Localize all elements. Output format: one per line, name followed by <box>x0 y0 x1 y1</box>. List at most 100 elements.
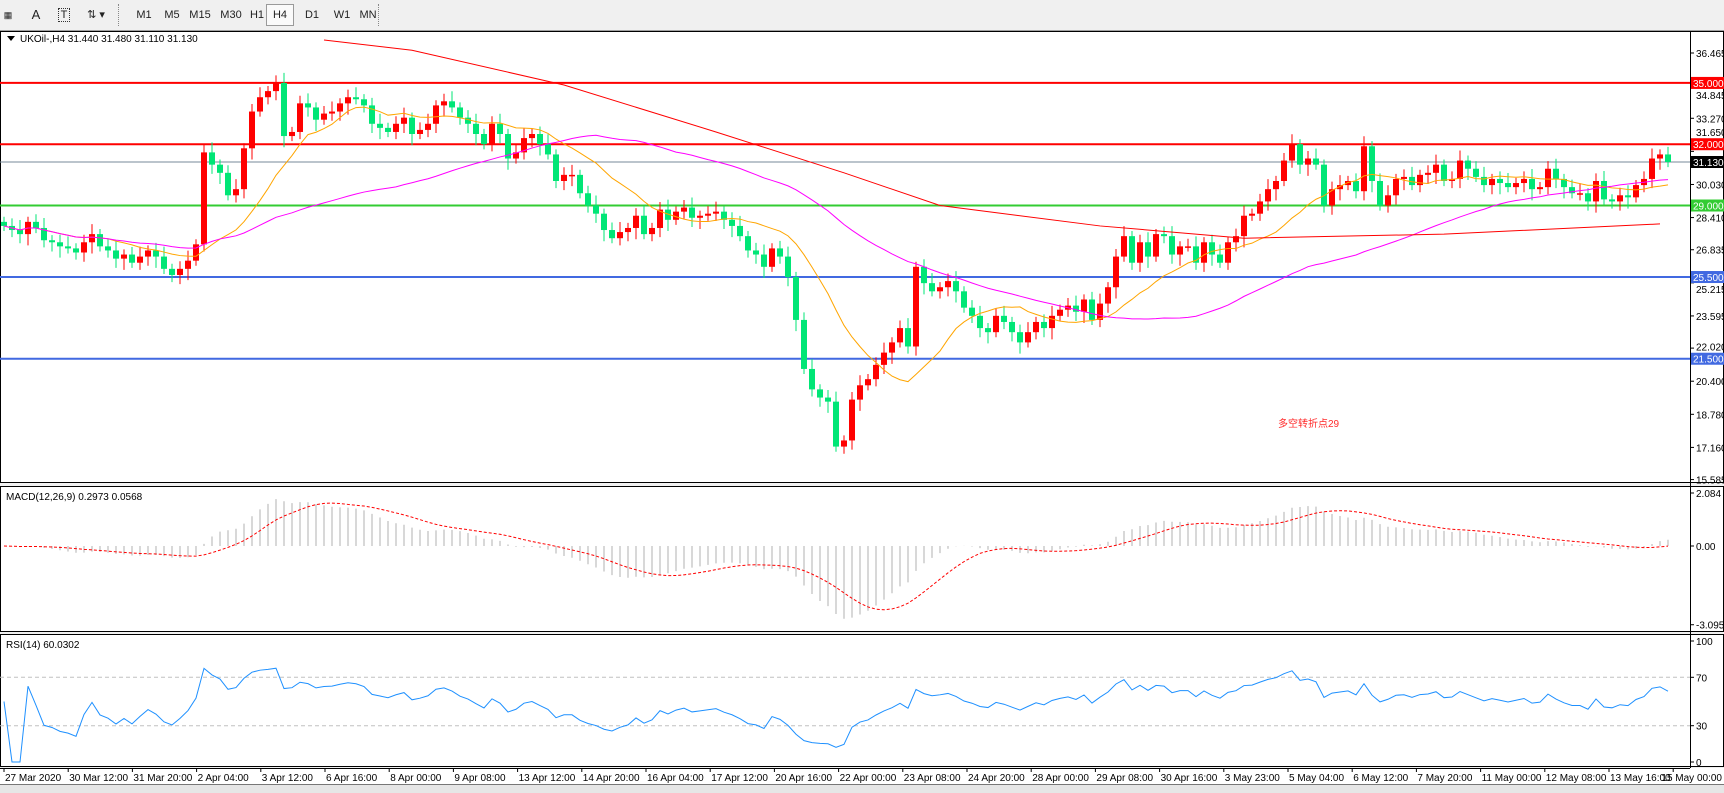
timeframe-m15-button[interactable]: M15 <box>189 9 211 21</box>
candle <box>41 217 47 248</box>
candle-body <box>369 105 375 124</box>
candle <box>961 286 967 313</box>
candle-body <box>625 227 631 233</box>
candle-body <box>857 385 863 400</box>
candle <box>1585 188 1591 211</box>
timeframe-d1-button[interactable]: D1 <box>304 9 320 21</box>
candle <box>1161 226 1167 244</box>
candle <box>553 149 559 189</box>
candle <box>1041 314 1047 338</box>
candle <box>545 134 551 160</box>
candle-body <box>1337 185 1343 190</box>
candle <box>569 164 575 187</box>
timeframe-mn-button[interactable]: MN <box>359 9 377 21</box>
candle <box>457 102 463 125</box>
candle-body <box>1553 168 1559 179</box>
candle <box>1177 241 1183 266</box>
candle-body <box>449 101 455 108</box>
candle-body <box>457 107 463 118</box>
candle-body <box>545 144 551 155</box>
candle-body <box>721 211 727 220</box>
level-price-tag <box>1691 352 1724 365</box>
timeframe-w1-button[interactable]: W1 <box>333 9 351 21</box>
price-axis-label: 18.780 <box>1696 410 1724 421</box>
candle <box>297 95 303 140</box>
time-axis-label: 6 May 12:00 <box>1353 773 1408 784</box>
candle-body <box>281 82 287 137</box>
candle-body <box>1369 146 1375 181</box>
candle <box>369 97 375 133</box>
candle <box>121 249 127 270</box>
candle-body <box>985 328 991 333</box>
candle <box>377 113 383 140</box>
price-axis-label: 25.215 <box>1696 285 1724 296</box>
candle <box>489 116 495 152</box>
candle-body <box>33 221 39 228</box>
candle <box>1497 171 1503 195</box>
timeframe-m1-button[interactable]: M1 <box>136 9 152 21</box>
candle-body <box>481 134 487 145</box>
candle-body <box>929 283 935 292</box>
candle <box>1337 175 1343 201</box>
candle-body <box>697 215 703 218</box>
candle <box>537 126 543 156</box>
candle-body <box>569 174 575 177</box>
candle-body <box>425 123 431 130</box>
candle-body <box>1289 144 1295 161</box>
price-axis-label: 22.020 <box>1696 343 1724 354</box>
candle <box>1057 304 1063 321</box>
text-a-icon[interactable]: A <box>31 7 41 22</box>
candle <box>465 110 471 133</box>
candle-body <box>297 103 303 132</box>
candle <box>1545 161 1551 195</box>
chart-header: UKOil-,H4 31.440 31.480 31.110 31.130 <box>20 34 198 45</box>
candle-body <box>1649 158 1655 179</box>
text-label-icon[interactable]: T <box>54 5 74 25</box>
candle-body <box>161 256 167 269</box>
candle-body <box>1529 178 1535 190</box>
candle <box>361 94 367 113</box>
chart-window[interactable]: 36.465 34.845 33.270 31.650 30.030 28.410 26.8… <box>0 31 1724 784</box>
level-price-tag <box>1691 76 1724 89</box>
candle-body <box>489 123 495 145</box>
timeframe-m30-button[interactable]: M30 <box>220 9 242 21</box>
timeframe-h1-button[interactable]: H1 <box>249 9 265 21</box>
time-axis-label: 7 May 20:00 <box>1417 773 1472 784</box>
candle-body <box>729 219 735 226</box>
arrows-icon[interactable]: ⇅ ▾ <box>87 9 105 21</box>
candle <box>209 142 215 174</box>
candle-body <box>225 172 231 196</box>
candle-body <box>417 129 423 135</box>
candle <box>1265 179 1271 211</box>
candle-body <box>713 211 719 214</box>
time-axis-label: 16 Apr 04:00 <box>647 773 704 784</box>
candle <box>889 337 895 364</box>
candle <box>1513 177 1519 195</box>
candle-body <box>897 328 903 343</box>
time-axis-label: 11 May 00:00 <box>1482 773 1542 784</box>
candle-body <box>201 152 207 245</box>
candle <box>1209 234 1215 266</box>
grid-icon[interactable]: ▦ <box>3 10 13 20</box>
time-axis <box>0 768 1724 784</box>
candle <box>177 261 183 285</box>
candle <box>1153 229 1159 262</box>
candle-body <box>1569 187 1575 194</box>
candle-body <box>465 117 471 124</box>
candle-body <box>561 174 567 181</box>
timeframe-m5-button[interactable]: M5 <box>164 9 180 21</box>
timeframe-h4-button[interactable]: H4 <box>266 4 294 26</box>
macd-signal-line <box>3 502 1669 611</box>
candle-body <box>433 105 439 124</box>
candle-body <box>649 227 655 235</box>
candle-body <box>1473 168 1479 177</box>
candle <box>513 144 519 164</box>
candle <box>713 201 719 221</box>
time-axis-label: 28 Apr 00:00 <box>1032 773 1089 784</box>
candle <box>1521 171 1527 193</box>
candle-body <box>441 101 447 106</box>
chart-tab-bar <box>0 784 1724 793</box>
time-axis-label: 14 Apr 20:00 <box>583 773 640 784</box>
rsi-label: RSI(14) 60.0302 <box>6 640 80 651</box>
candle-body <box>1209 242 1215 255</box>
